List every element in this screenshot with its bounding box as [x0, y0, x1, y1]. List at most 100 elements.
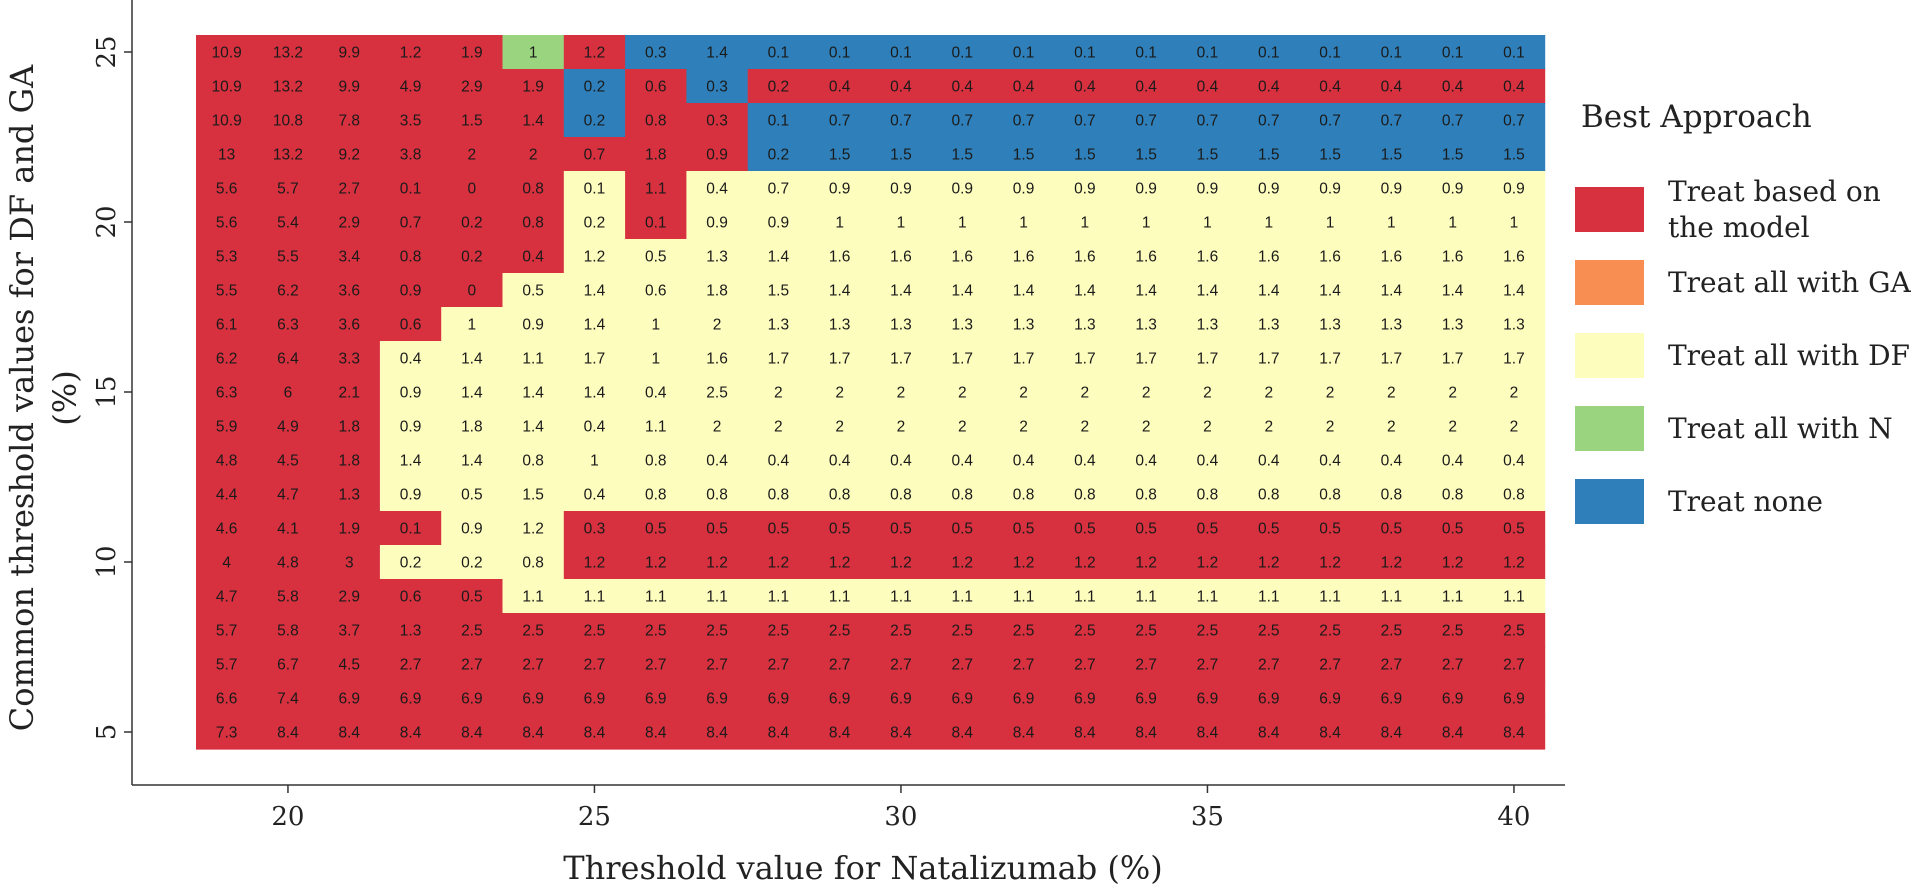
cell-value-label: 0.3 [584, 521, 606, 538]
heatmap-cell [870, 715, 933, 750]
cell-value-label: 6.9 [1503, 691, 1525, 708]
heatmap-cell [686, 545, 749, 580]
heatmap-cell [1360, 171, 1423, 206]
heatmap-cell [441, 409, 504, 444]
heatmap-cell [1054, 205, 1117, 240]
heatmap-cell [625, 341, 687, 376]
cell-value-label: 2.7 [951, 657, 973, 674]
cell-value-label: 2 [1019, 419, 1028, 436]
cell-value-label: 2.5 [768, 623, 790, 640]
heatmap-cell [196, 205, 258, 240]
heatmap-cell [931, 239, 994, 274]
heatmap-cell [1054, 103, 1117, 138]
heatmap-cell [196, 409, 258, 444]
x-tick-label: 20 [271, 802, 304, 832]
cell-value-label: 1.7 [768, 351, 790, 368]
legend-label: Treat none [1668, 485, 1823, 518]
heatmap-cell [625, 375, 687, 410]
heatmap-cell [1299, 477, 1362, 512]
cell-value-label: 0.5 [522, 283, 544, 300]
cell-value-label: 0.4 [1442, 79, 1464, 96]
cell-value-label: 0.4 [951, 453, 973, 470]
cell-value-label: 1.3 [1197, 317, 1219, 334]
cell-value-label: 1.7 [829, 351, 851, 368]
heatmap-cell [318, 715, 381, 750]
cell-value-label: 13.2 [273, 147, 303, 164]
cell-value-label: 1.3 [1381, 317, 1403, 334]
cell-value-label: 0.1 [890, 45, 912, 62]
cell-value-label: 7.4 [277, 691, 299, 708]
cell-value-label: 1.7 [1135, 351, 1157, 368]
heatmap-cell [931, 579, 994, 614]
cell-value-label: 1 [835, 215, 844, 232]
heatmap-cell [1299, 205, 1362, 240]
cell-value-label: 4.7 [216, 589, 238, 606]
cell-value-label: 1.1 [522, 589, 544, 606]
cell-value-label: 1.8 [645, 147, 667, 164]
cell-value-label: 2 [1326, 385, 1335, 402]
heatmap-cell [563, 579, 626, 614]
heatmap-cell [870, 171, 933, 206]
cell-value-label: 0.4 [1013, 453, 1035, 470]
cell-value-label: 0.8 [1319, 487, 1341, 504]
cell-value-label: 0.1 [1503, 45, 1525, 62]
cell-value-label: 1.1 [1442, 589, 1464, 606]
cell-value-label: 3 [345, 555, 354, 572]
heatmap-cell [992, 477, 1055, 512]
cell-value-label: 0.7 [1503, 113, 1525, 130]
cell-value-label: 0.9 [706, 215, 728, 232]
cell-value-label: 0.6 [400, 317, 422, 334]
cell-value-label: 1 [590, 453, 599, 470]
cell-value-label: 1.2 [400, 45, 422, 62]
cell-value-label: 2 [897, 419, 906, 436]
cell-value-label: 8.4 [338, 725, 360, 742]
heatmap-cell [1422, 273, 1484, 308]
cell-value-label: 1.1 [1013, 589, 1035, 606]
cell-value-label: 1.4 [890, 283, 912, 300]
heatmap-cell [563, 443, 626, 478]
cell-value-label: 1.3 [1319, 317, 1341, 334]
cell-value-label: 3.7 [338, 623, 360, 640]
cell-value-label: 1.1 [1074, 589, 1096, 606]
heatmap-cell [747, 171, 810, 206]
heatmap-cell [502, 443, 565, 478]
heatmap-cell [196, 375, 258, 410]
cell-value-label: 1 [1448, 215, 1457, 232]
cell-value-label: 0.5 [1442, 521, 1464, 538]
cell-value-label: 10.9 [212, 113, 242, 130]
heatmap-cell [992, 545, 1055, 580]
cell-value-label: 0.4 [706, 453, 728, 470]
cell-value-label: 2.5 [951, 623, 973, 640]
heatmap-cell [563, 545, 626, 580]
cell-value-label: 2 [958, 385, 967, 402]
cell-value-label: 4.4 [216, 487, 238, 504]
cell-value-label: 1.5 [768, 283, 790, 300]
cell-value-label: 1.7 [584, 351, 606, 368]
heatmap-cell [318, 613, 381, 648]
cell-value-label: 4.9 [277, 419, 299, 436]
cell-value-label: 1.6 [1503, 249, 1525, 266]
heatmap-cell [931, 613, 994, 648]
heatmap-cell [1422, 443, 1484, 478]
heatmap-cell [502, 715, 565, 750]
cell-value-label: 0.2 [768, 79, 790, 96]
heatmap-cell [1115, 171, 1178, 206]
cell-value-label: 0.8 [522, 181, 544, 198]
heatmap-cell [441, 273, 504, 308]
heatmap-cell [1054, 171, 1117, 206]
cell-value-label: 2.5 [645, 623, 667, 640]
heatmap-cell [1422, 69, 1484, 104]
y-axis-title-line-2: (%) [46, 370, 84, 425]
cell-value-label: 8.4 [1258, 725, 1280, 742]
heatmap-cell [686, 477, 749, 512]
heatmap-cell [1115, 477, 1178, 512]
cell-value-label: 0.9 [400, 419, 422, 436]
heatmap-cell [318, 35, 381, 70]
cell-value-label: 1.2 [645, 555, 667, 572]
cell-value-label: 0.4 [706, 181, 728, 198]
heatmap-cell [379, 341, 442, 376]
x-tick-label: 25 [578, 802, 611, 832]
cell-value-label: 0.9 [522, 317, 544, 334]
heatmap-cell [379, 103, 442, 138]
cell-value-label: 0.4 [522, 249, 544, 266]
